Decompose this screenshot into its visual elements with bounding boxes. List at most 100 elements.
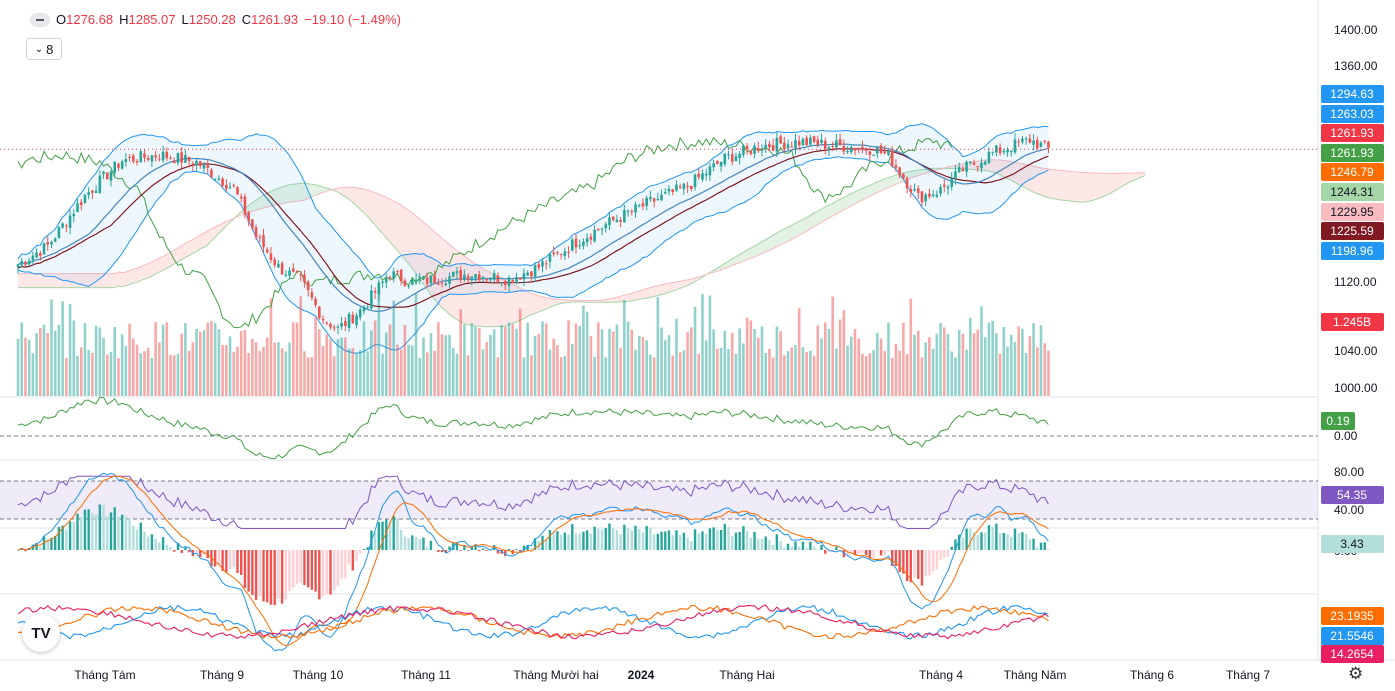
macd-histogram-bar xyxy=(303,550,306,586)
macd-histogram-bar xyxy=(716,530,719,550)
ichimoku-cloud-segment xyxy=(144,263,149,280)
volume-bar xyxy=(217,329,221,396)
volume-bar xyxy=(306,357,310,396)
volume-bar xyxy=(611,331,615,396)
volume-bar xyxy=(894,343,898,396)
volume-bar xyxy=(842,310,846,396)
ichimoku-cloud-segment xyxy=(806,215,811,232)
close-value: 1261.93 xyxy=(251,12,299,27)
volume-bar xyxy=(738,328,741,396)
candle-body xyxy=(905,178,909,189)
x-axis-tick-label: Tháng Mười hai xyxy=(513,668,598,682)
macd-histogram-bar xyxy=(262,550,265,602)
tradingview-logo[interactable]: TV xyxy=(22,614,60,652)
volume-bar xyxy=(1043,343,1047,396)
candle-body xyxy=(146,157,150,160)
macd-histogram-bar xyxy=(682,532,686,550)
volume-bar xyxy=(433,350,436,396)
volume-bar xyxy=(109,351,113,396)
candle-body xyxy=(864,150,868,152)
macd-histogram-bar xyxy=(373,531,377,550)
ichimoku-cloud-segment xyxy=(657,284,662,296)
volume-bar xyxy=(846,345,849,396)
candle-body xyxy=(593,229,596,242)
collapse-icon[interactable] xyxy=(30,12,50,27)
volume-bar xyxy=(504,326,507,396)
volume-bar xyxy=(730,332,734,396)
ichimoku-cloud-segment xyxy=(1070,171,1075,202)
volume-bar xyxy=(392,300,396,396)
price-label-badge xyxy=(1321,242,1384,260)
gear-icon[interactable]: ⚙ xyxy=(1348,664,1364,683)
volume-bar xyxy=(876,332,879,396)
ichimoku-cloud-segment xyxy=(304,183,309,201)
ichimoku-cloud-segment xyxy=(788,225,792,242)
ichimoku-cloud-segment xyxy=(360,188,364,213)
dmi-label-badge xyxy=(1321,645,1384,663)
macd-histogram-bar xyxy=(507,548,511,550)
macd-histogram-bar xyxy=(846,550,849,557)
ichimoku-cloud-segment xyxy=(1085,172,1090,202)
macd-histogram-bar xyxy=(824,550,827,554)
macd-histogram-bar xyxy=(626,527,630,550)
volume-bar xyxy=(210,321,213,396)
volume-bar xyxy=(686,332,689,396)
macd-histogram-bar xyxy=(418,539,421,550)
volume-bar xyxy=(299,296,303,396)
macd-histogram-bar xyxy=(969,528,972,550)
ichimoku-cloud-segment xyxy=(363,189,368,217)
macd-histogram-bar xyxy=(924,550,927,576)
candle-body xyxy=(239,196,243,199)
macd-histogram-bar xyxy=(1021,532,1024,550)
ichimoku-cloud-segment xyxy=(386,197,390,243)
volume-bar xyxy=(53,330,57,396)
candle-body xyxy=(42,243,46,255)
candle-body xyxy=(931,194,935,197)
ichimoku-cloud-segment xyxy=(773,232,777,249)
macd-histogram-bar xyxy=(318,550,321,600)
ichimoku-cloud-segment xyxy=(442,238,446,312)
candle-body xyxy=(515,277,518,283)
macd-histogram-bar xyxy=(697,533,700,550)
volume-bar xyxy=(950,351,954,396)
rsi-band xyxy=(0,481,1318,519)
macd-label-value: 3.43 xyxy=(1340,537,1364,551)
volume-bar xyxy=(905,354,909,396)
macd-histogram-bar xyxy=(894,550,898,566)
candle-body xyxy=(273,259,276,266)
candle-body xyxy=(809,137,812,145)
ichimoku-cloud-segment xyxy=(148,262,152,278)
candle-body xyxy=(935,194,939,197)
ichimoku-cloud-segment xyxy=(192,237,197,254)
ichimoku-cloud-segment xyxy=(1044,168,1049,198)
ichimoku-cloud-segment xyxy=(881,178,885,191)
ichimoku-cloud-segment xyxy=(494,274,498,327)
volume-bar xyxy=(1017,326,1020,396)
volume-bar xyxy=(325,334,329,396)
macd-histogram-bar xyxy=(805,548,808,550)
macd-histogram-bar xyxy=(660,531,663,550)
volume-bar xyxy=(608,328,611,396)
ichimoku-cloud-segment xyxy=(464,256,469,325)
macd-histogram-bar xyxy=(872,550,875,559)
candle-body xyxy=(474,274,477,279)
ichimoku-cloud-segment xyxy=(70,273,74,288)
macd-signal-line xyxy=(17,475,1049,647)
volume-bar xyxy=(143,351,146,396)
volume-bar xyxy=(236,346,239,396)
macd-histogram-bar xyxy=(995,523,998,550)
volume-bar xyxy=(373,320,377,396)
volume-bar xyxy=(388,324,392,396)
macd-histogram-bar xyxy=(567,534,570,550)
macd-histogram-bar xyxy=(184,546,187,550)
candle-body xyxy=(1039,142,1043,147)
change-value: −19.10 (−1.49%) xyxy=(304,12,401,27)
indicators-toggle-button[interactable]: ⌄ 8 xyxy=(26,38,62,60)
x-axis-tick-label: Tháng 10 xyxy=(293,668,344,682)
macd-histogram-bar xyxy=(719,530,723,550)
volume-bar xyxy=(831,296,834,396)
candle-body xyxy=(783,142,786,150)
ichimoku-cloud-segment xyxy=(40,273,45,288)
ichimoku-cloud-segment xyxy=(278,186,283,205)
